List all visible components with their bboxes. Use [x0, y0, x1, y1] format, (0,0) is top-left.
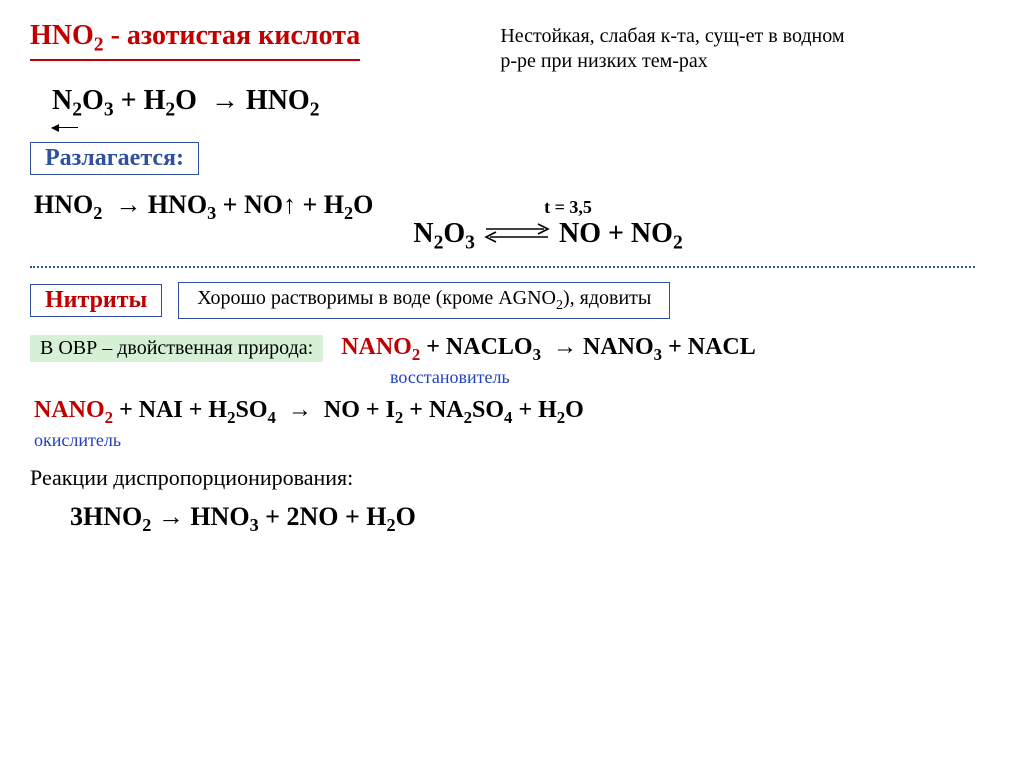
arrow-icon: → [553, 333, 577, 360]
annotation-oxidant: окислитель [34, 430, 994, 451]
eq-f-c2: 2 [165, 100, 175, 121]
eq-o2-e2: 2 [464, 408, 472, 427]
eq-dp-a: 3HNO [70, 502, 142, 531]
eq-o2-d: NO + I [318, 397, 395, 423]
eq-dp-b: HNO [184, 502, 250, 531]
title-formula-sub: 2 [94, 35, 104, 56]
up-arrow-icon: ↑ [283, 189, 296, 219]
label-decompose: Разлагается: [30, 142, 199, 175]
divider [30, 266, 975, 268]
eq-n-r2: 2 [673, 232, 683, 253]
eq-f-b2: 3 [104, 100, 114, 121]
eq-o2-g: + H [512, 397, 556, 423]
eq-d-m: HNO [148, 190, 207, 219]
eq-n-a: N [413, 218, 433, 249]
eq-o2-h: O [565, 397, 584, 423]
annotation-reductant: восстановитель [390, 367, 994, 388]
eq-o2-a: NANO [34, 397, 105, 423]
eq-f-a2: 2 [72, 100, 82, 121]
arrow-icon: → [115, 189, 141, 219]
eq-o1-c: NANO [577, 334, 654, 360]
eq-d-m3: + NO [216, 190, 283, 219]
nitrite-note: Хорошо растворимы в воде (кроме AGNO2), … [178, 282, 670, 319]
eq-o2-c: SO [235, 397, 267, 423]
eq-d-m4: + H [296, 190, 344, 219]
nitrite-note-a: Хорошо растворимы в воде (кроме AGNO [197, 287, 556, 309]
eq-o1-b2: 3 [533, 345, 541, 364]
eq-o1-b: + NACLO [420, 334, 532, 360]
eq-f-rhs-sub: 2 [310, 100, 320, 121]
equation-ovr2: NANO2 + NAI + H2SO4 → NO + I2 + NA2SO4 +… [34, 396, 994, 428]
eq-n-b: O [443, 218, 465, 249]
eq-dp-b2: 3 [250, 515, 259, 535]
label-disproportionation: Реакции диспропорционирования: [30, 465, 994, 491]
nitrite-note-b: ), ядовиты [563, 287, 651, 309]
eq-f-a: N [52, 85, 72, 116]
eq-dp-c2: 2 [387, 515, 396, 535]
eq-f-rest: O [175, 85, 197, 116]
eq-f-b: O [82, 85, 104, 116]
eq-o2-a2: 2 [105, 408, 113, 427]
label-nitrites: Нитриты [30, 284, 162, 317]
eq-f-rhs: HNO [246, 85, 310, 116]
eq-f-plus: + H [114, 85, 166, 116]
eq-o1-a: NANO [341, 334, 412, 360]
title-formula: HNO [30, 20, 94, 51]
arrow-icon: → [211, 84, 239, 115]
reversible-arrow-icon [482, 219, 552, 251]
temperature-label: t = 3,5 [453, 197, 682, 218]
equation-n2o3: N2O3 NO + NO2 [413, 218, 682, 255]
eq-n-b2: 3 [465, 232, 475, 253]
eq-dp-d: O [396, 502, 416, 531]
title-name: - азотистая кислота [104, 20, 361, 51]
eq-o1-d: + NACL [662, 334, 756, 360]
arrow-icon: → [288, 396, 312, 423]
equation-formation: N2O3 + H2O → HNO2 [52, 84, 994, 122]
ovr-label: В ОВР – двойственная природа: [30, 335, 323, 362]
eq-o2-e: + NA [403, 397, 463, 423]
eq-o1-c2: 3 [654, 345, 662, 364]
nitrite-note-sub: 2 [556, 298, 563, 313]
page-title: HNO2 - азотистая кислота [30, 20, 360, 61]
top-note: Нестойкая, слабая к-та, сущ-ет в водном … [500, 24, 850, 74]
equation-decomposition: HNO2 → HNO3 + NO↑ + H2O [34, 189, 373, 224]
equation-disproportionation: 3HNO2 → HNO3 + 2NO + H2O [70, 501, 994, 536]
eq-d-l: HNO [34, 190, 93, 219]
eq-o2-c2: 4 [268, 408, 276, 427]
eq-d-m5: 2 [344, 203, 353, 223]
eq-n-a2: 2 [434, 232, 444, 253]
eq-dp-a2: 2 [142, 515, 151, 535]
eq-o2-g2: 2 [557, 408, 565, 427]
equation-ovr1: NANO2 + NACLO3 → NANO3 + NACL [341, 333, 756, 365]
arrow-icon: → [158, 501, 184, 531]
eq-n-r1: NO + NO [559, 218, 673, 249]
eq-d-m2: 3 [207, 203, 216, 223]
eq-o1-a2: 2 [412, 345, 420, 364]
eq-d-l2: 2 [93, 203, 102, 223]
eq-o2-b: + NAI + H [113, 397, 227, 423]
eq-d-m6: O [353, 190, 373, 219]
eq-dp-c: + 2NO + H [259, 502, 387, 531]
eq-o2-f: SO [472, 397, 504, 423]
